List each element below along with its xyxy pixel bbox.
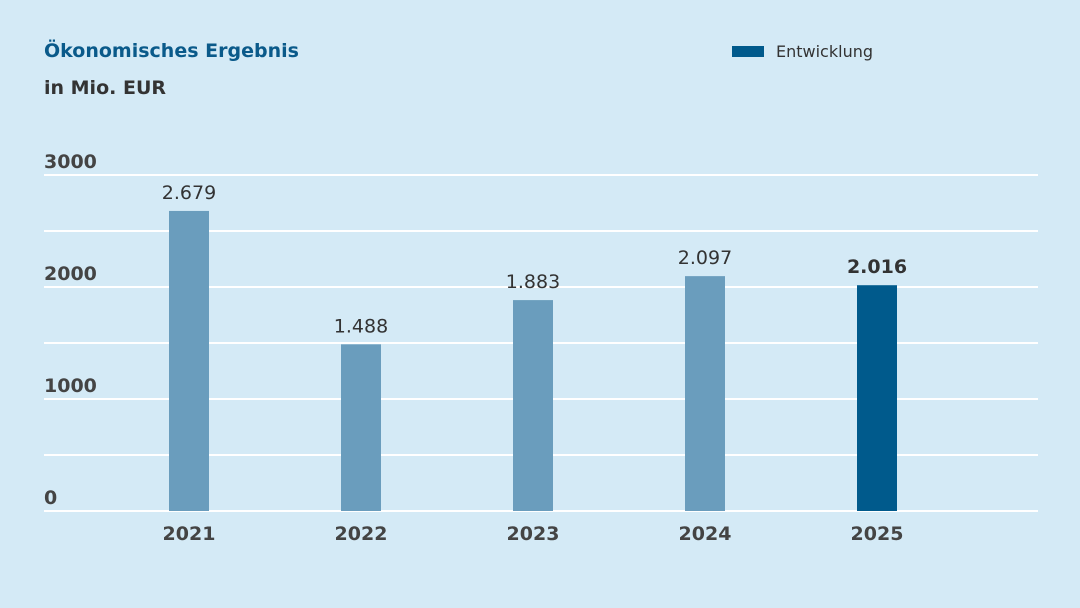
chart-title: Ökonomisches Ergebnis [44,40,299,62]
data-label: 2.679 [162,182,216,204]
x-tick-label: 2022 [335,523,388,545]
chart-subtitle: in Mio. EUR [44,77,166,99]
legend-swatch [732,46,764,57]
bar-2024 [685,276,725,511]
y-tick-label: 2000 [44,263,97,285]
data-label: 1.883 [506,271,560,293]
y-tick-label: 0 [44,487,57,509]
x-tick-label: 2021 [163,523,216,545]
data-label: 1.488 [334,315,388,337]
data-label: 2.097 [678,247,732,269]
bar-2021 [169,210,209,511]
x-tick-label: 2024 [679,523,732,545]
y-tick-label: 1000 [44,375,97,397]
bar-2022 [341,344,381,511]
legend-label: Entwicklung [776,42,873,61]
x-tick-label: 2025 [851,523,904,545]
y-tick-label: 3000 [44,151,97,173]
bar-2025 [857,285,897,511]
legend: Entwicklung [732,42,873,61]
data-label: 2.016 [847,256,907,278]
x-tick-label: 2023 [507,523,560,545]
bar-2023 [513,300,553,511]
